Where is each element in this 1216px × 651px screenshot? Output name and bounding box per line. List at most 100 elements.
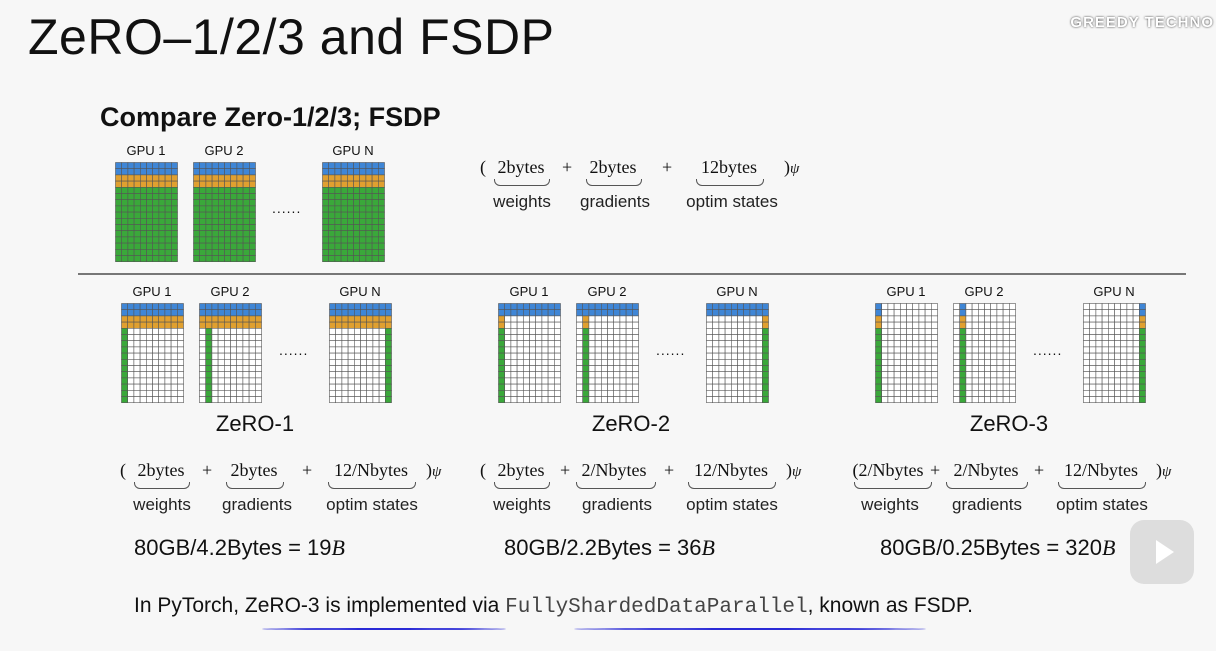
memory-cell [205,377,213,385]
memory-cell [1138,309,1146,317]
memory-cell [959,358,967,366]
memory-cell [236,352,244,360]
memory-cell [133,396,141,403]
memory-cell [248,199,256,207]
memory-cell [139,346,147,354]
memory-cell [217,315,225,323]
memory-cell [378,371,386,379]
ellipsis: ...... [272,200,302,216]
memory-cell [236,327,244,335]
formula-term-optim: 12/Nbytes [694,460,768,480]
memory-cell [761,383,769,391]
memory-cell [600,303,608,310]
memory-cell [613,352,621,360]
memory-cell [223,365,231,372]
memory-cell [887,321,895,329]
memory-cell [347,390,355,397]
memory-cell [378,396,386,403]
memory-cell [881,321,889,329]
memory-cell [553,334,561,341]
memory-cell [912,371,920,379]
memory-cell [953,371,960,379]
memory-cell [724,303,732,310]
memory-cell [170,303,178,310]
memory-cell [547,352,555,360]
memory-cell [384,309,392,317]
memory-cell [971,315,979,323]
memory-cell [384,396,392,403]
memory-cell [366,340,374,348]
memory-cell [334,174,342,182]
memory-cell [737,346,744,354]
memory-cell [547,390,555,397]
memory-cell [1132,365,1140,372]
memory-cell [712,315,720,323]
memory-cell [510,396,518,403]
memory-cell [712,309,720,317]
memory-cell [164,236,172,244]
memory-cell [365,236,373,244]
memory-cell [1132,383,1140,391]
formula-term-weights: 2bytes [137,460,185,480]
memory-cell [971,358,979,366]
gpu-memory-grid [199,303,262,403]
memory-cell [1089,371,1097,379]
memory-cell [631,315,639,323]
memory-cell [875,383,882,391]
memory-cell [170,352,178,360]
memory-cell [1132,334,1140,341]
memory-cell [158,315,166,323]
memory-cell [223,334,231,341]
memory-cell [1101,327,1109,335]
memory-cell [199,340,206,348]
memory-cell [582,334,590,341]
memory-cell [498,396,505,403]
memory-cell [164,180,172,188]
memory-cell [158,186,166,194]
memory-cell [887,377,895,385]
memory-cell [743,327,751,335]
memory-cell [541,315,549,323]
memory-cell [242,174,250,182]
memory-cell [371,211,379,219]
memory-cell [724,383,732,391]
memory-cell [977,346,985,354]
memory-cell [1008,321,1016,329]
memory-cell [576,340,583,348]
memory-cell [242,249,250,256]
memory-cell [965,334,973,341]
memory-cell [516,365,524,372]
memory-cell [893,334,901,341]
memory-cell [959,327,967,335]
memory-cell [199,371,206,379]
memory-cell [335,365,343,372]
memory-cell [1138,315,1146,323]
memory-cell [230,186,238,194]
memory-cell [600,377,608,385]
memory-cell [504,327,512,335]
play-button[interactable] [1130,520,1194,584]
memory-cell [1114,383,1121,391]
memory-cell [1089,377,1097,385]
memory-cell [230,168,238,176]
memory-cell [625,371,633,379]
memory-cell [1126,303,1134,310]
memory-cell [334,199,342,207]
memory-cell [193,249,200,256]
memory-cell [619,396,627,403]
memory-cell [334,230,342,238]
memory-cell [1120,315,1128,323]
memory-cell [170,309,178,317]
memory-cell [582,303,590,310]
memory-cell [217,168,225,176]
memory-cell [335,383,343,391]
memory-cell [522,327,530,335]
memory-cell [170,180,178,188]
memory-cell [230,352,237,360]
memory-cell [547,365,555,372]
memory-cell [547,396,555,403]
section-divider [78,273,1186,275]
memory-cell [329,309,336,317]
memory-cell [1008,352,1016,360]
memory-cell [353,199,360,207]
